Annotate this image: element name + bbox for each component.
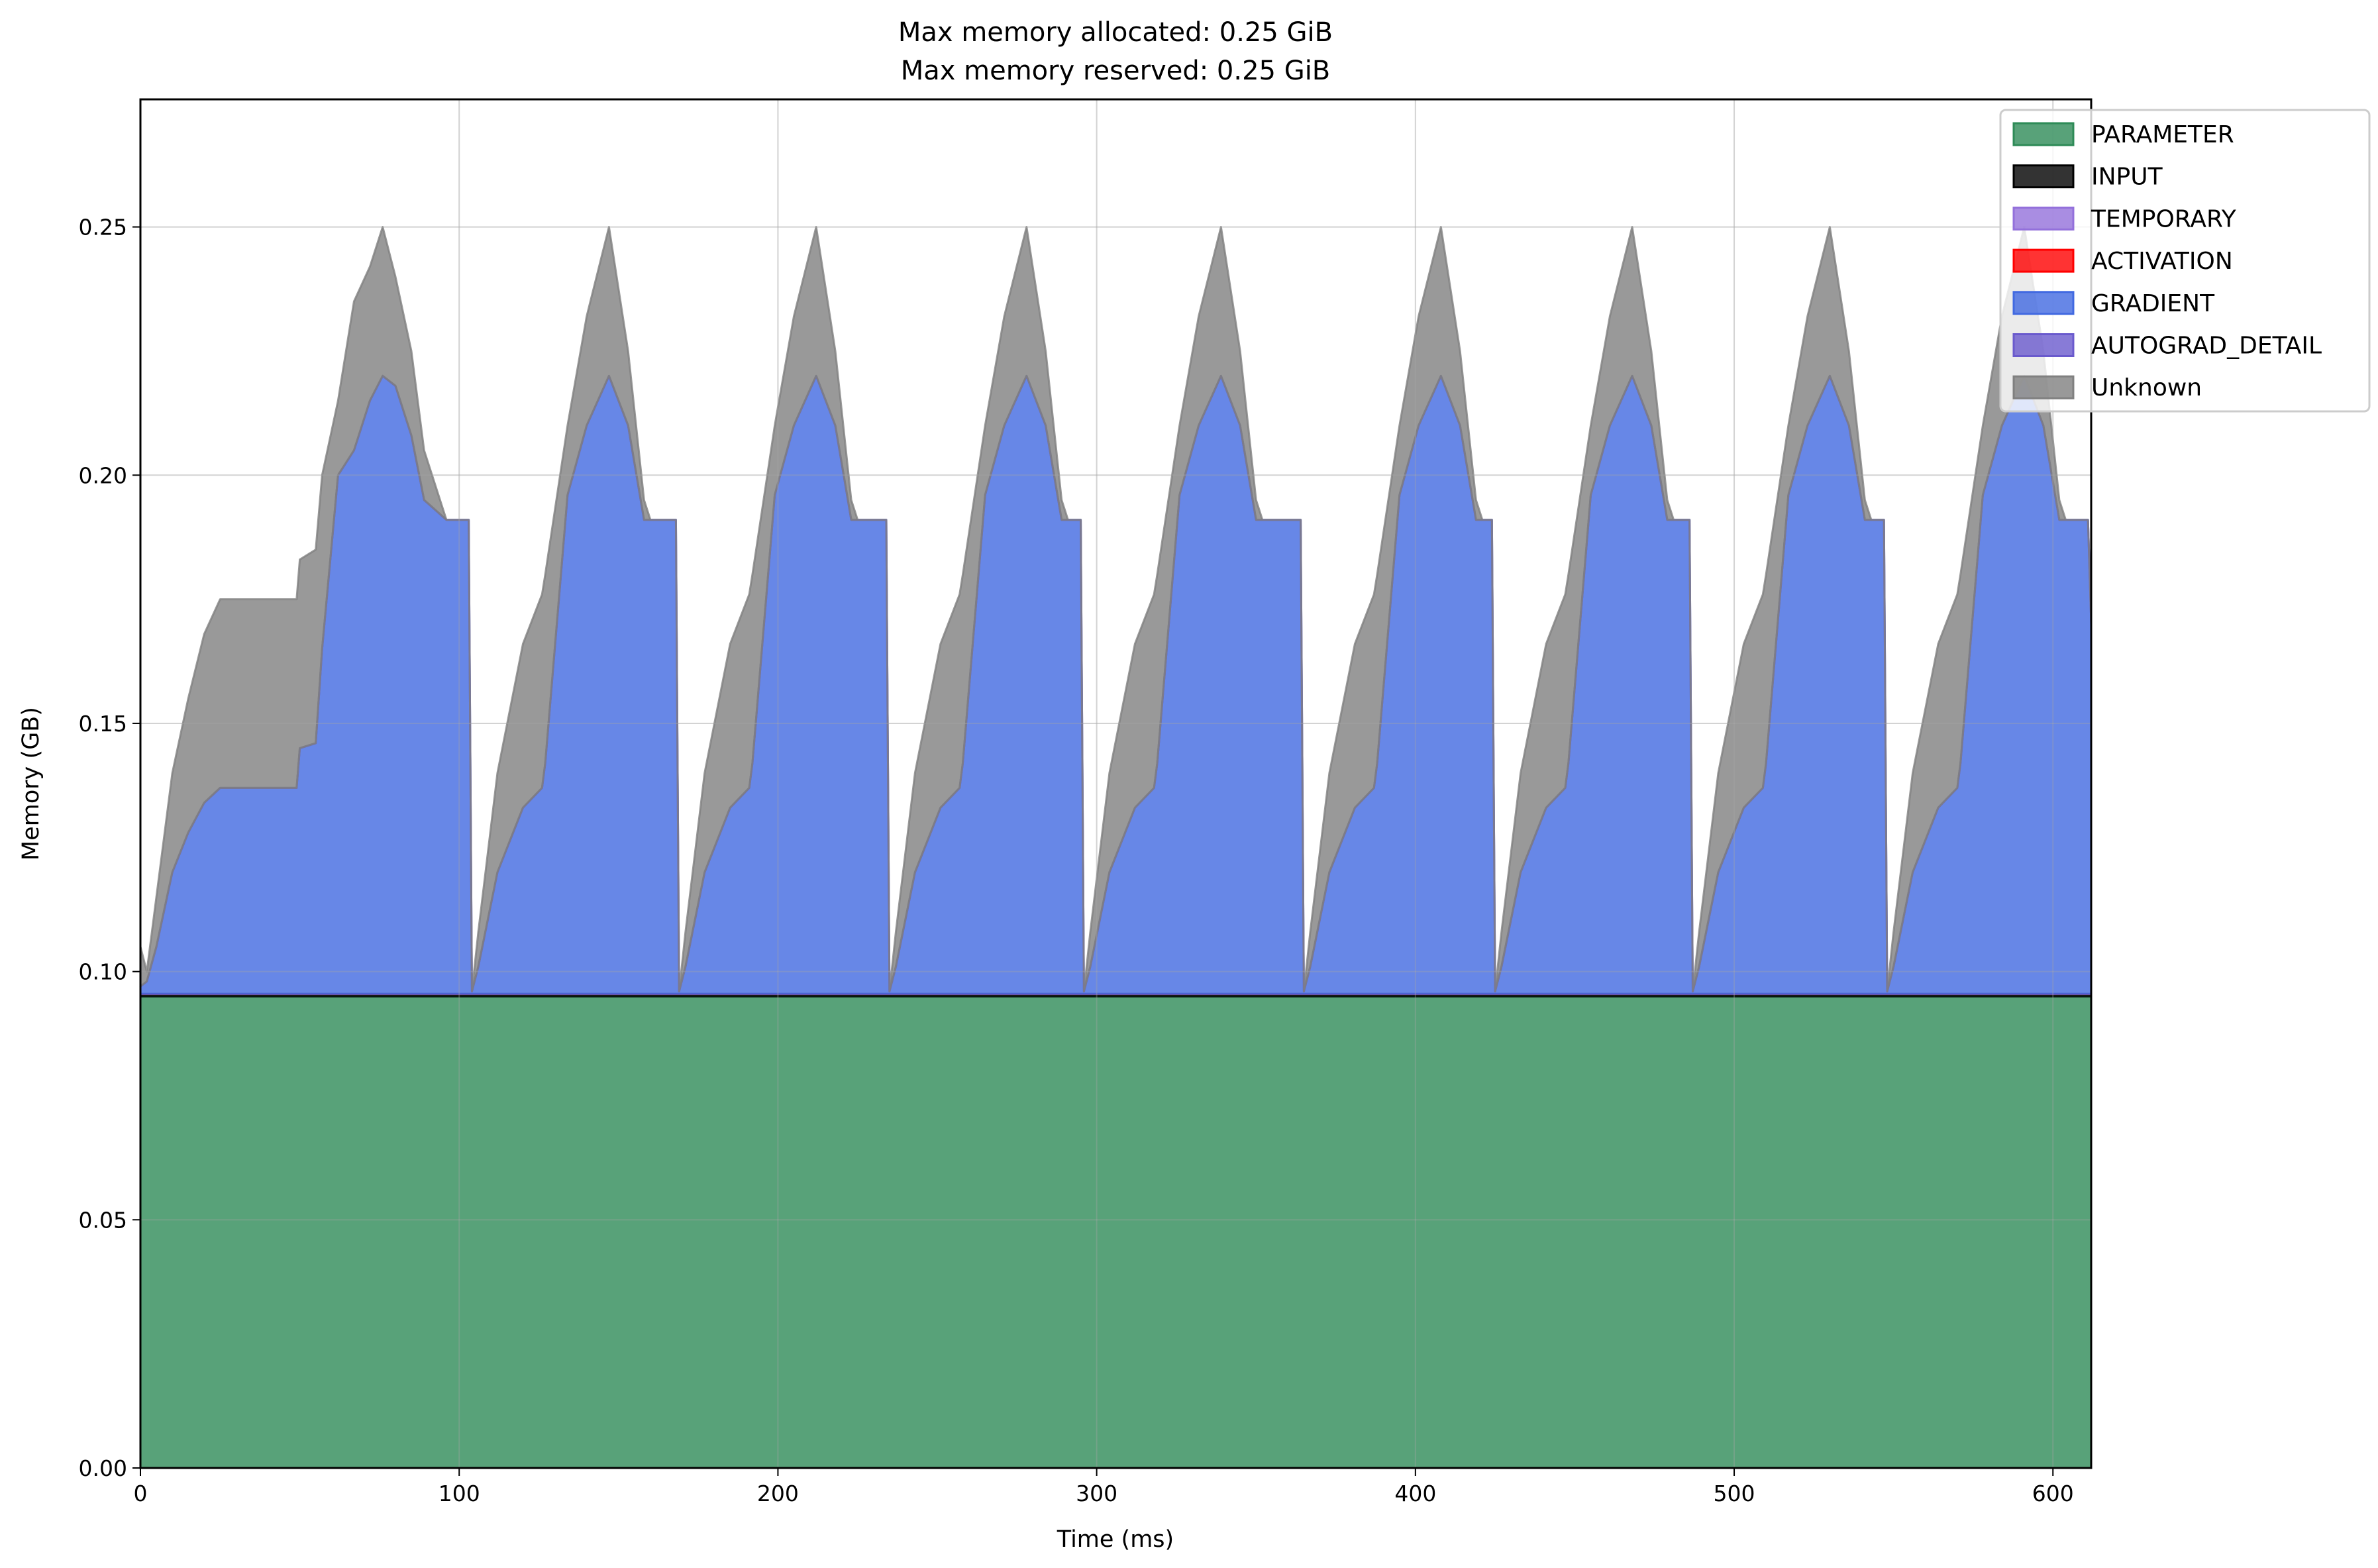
legend-swatch-gradient xyxy=(2012,291,2075,315)
x-axis-ticks: 0 100 200 300 400 500 600 xyxy=(134,1468,2074,1506)
x-tick-label: 600 xyxy=(2032,1481,2074,1506)
x-tick-label: 100 xyxy=(439,1481,480,1506)
y-tick-label: 0.15 xyxy=(79,711,127,737)
axes-frame xyxy=(139,98,2093,1469)
x-tick-label: 400 xyxy=(1394,1481,1436,1506)
y-tick-label: 0.10 xyxy=(79,959,127,985)
y-tick-label: 0.25 xyxy=(79,215,127,240)
legend-label-unknown: Unknown xyxy=(2091,374,2202,401)
x-tick-label: 200 xyxy=(757,1481,799,1506)
legend-box xyxy=(1999,109,2371,413)
grid-overlay xyxy=(140,99,2091,1469)
area-parameter xyxy=(139,995,2093,1469)
chart-title-line-1: Max memory allocated: 0.25 GiB xyxy=(898,17,1333,48)
x-axis-label: Time (ms) xyxy=(1057,1526,1174,1553)
legend: PARAMETER INPUT TEMPORARY ACTIVATION GRADIEN… xyxy=(1999,109,2371,413)
legend-swatch-activation xyxy=(2012,248,2075,273)
y-axis-label: Memory (GB) xyxy=(18,707,44,861)
legend-label-gradient: GRADIENT xyxy=(2091,290,2215,317)
legend-label-autograd-detail: AUTOGRAD_DETAIL xyxy=(2091,333,2322,360)
legend-swatch-input xyxy=(2012,164,2075,189)
y-tick-label: 0.20 xyxy=(79,462,127,488)
x-tick-label: 300 xyxy=(1076,1481,1117,1506)
x-tick-label: 500 xyxy=(1714,1481,1755,1506)
y-axis-ticks: 0.00 0.05 0.10 0.15 0.20 0.25 xyxy=(79,215,140,1481)
x-tick-label: 0 xyxy=(134,1481,148,1506)
legend-label-activation: ACTIVATION xyxy=(2091,248,2233,275)
y-tick-label: 0.05 xyxy=(79,1207,127,1233)
legend-swatch-parameter xyxy=(2012,122,2075,146)
area-gradient xyxy=(139,374,2093,995)
legend-swatch-autograd-detail xyxy=(2012,333,2075,357)
chart-title-line-2: Max memory reserved: 0.25 GiB xyxy=(901,56,1331,86)
legend-swatch-unknown xyxy=(2012,375,2075,399)
stacked-areas xyxy=(139,226,2093,1469)
legend-label-input: INPUT xyxy=(2091,164,2163,191)
legend-swatch-temporary xyxy=(2012,206,2075,231)
legend-label-temporary: TEMPORARY xyxy=(2091,205,2237,233)
y-tick-label: 0.00 xyxy=(79,1455,127,1481)
legend-label-parameter: PARAMETER xyxy=(2091,121,2234,148)
area-unknown xyxy=(139,226,2093,993)
